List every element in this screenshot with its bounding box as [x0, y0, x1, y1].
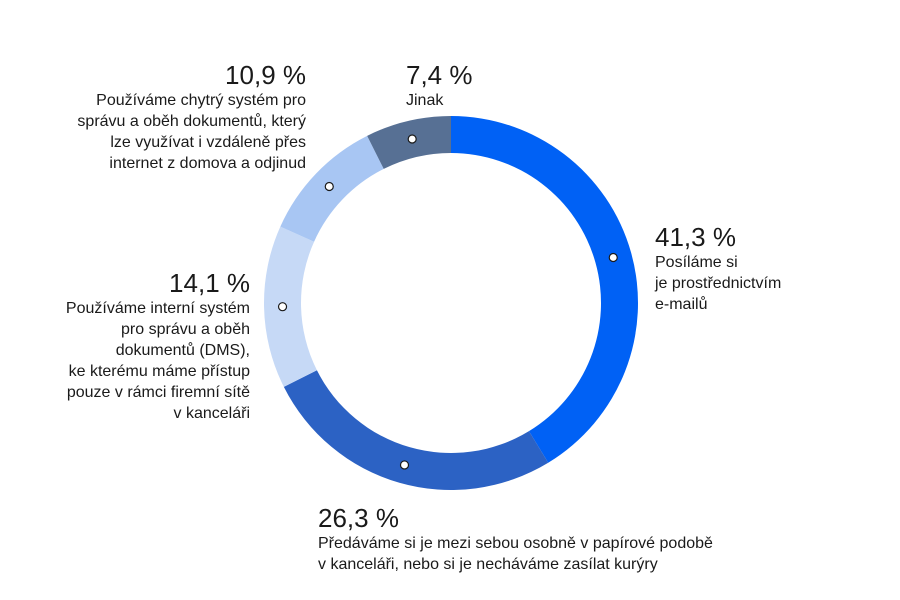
label-paper-value: 26,3 % — [318, 503, 399, 533]
label-smart: 10,9 % Používáme chytrý systém pro správ… — [20, 60, 306, 174]
label-email: 41,3 % Posíláme si je prostřednictvím e-… — [655, 222, 855, 315]
marker-paper — [399, 460, 410, 470]
label-dms-line-5: pouze v rámci firemní sítě — [66, 384, 250, 401]
marker-dms — [277, 302, 288, 312]
label-paper-line-1: Předáváme si je mezi sebou osobně v papí… — [318, 535, 713, 552]
label-dms-line-2: pro správu a oběh — [121, 321, 250, 338]
label-smart-line-1: Používáme chytrý systém pro — [96, 92, 306, 109]
label-other-value: 7,4 % — [406, 60, 473, 90]
marker-email — [608, 252, 618, 263]
label-paper: 26,3 % Předáváme si je mezi sebou osobně… — [318, 503, 798, 575]
slice-markers — [277, 134, 618, 470]
label-dms-line-6: v kanceláři — [173, 405, 250, 422]
label-dms: 14,1 % Používáme interní systém pro sprá… — [20, 268, 250, 424]
label-email-line-3: e-mailů — [655, 296, 708, 313]
label-smart-line-4: internet z domova a odjinud — [109, 155, 306, 172]
label-dms-value: 14,1 % — [169, 268, 250, 298]
label-dms-line-4: ke kterému máme přístup — [68, 363, 250, 380]
label-other: 7,4 % Jinak — [406, 60, 526, 111]
label-email-line-1: Posíláme si — [655, 254, 738, 271]
label-email-line-2: je prostřednictvím — [655, 275, 782, 292]
label-smart-line-3: lze využívat i vzdáleně přes — [110, 134, 306, 151]
marker-other — [407, 134, 417, 144]
label-smart-line-2: správu a oběh dokumentů, který — [77, 113, 306, 130]
donut-slices — [264, 116, 639, 491]
slice-email — [451, 116, 639, 463]
label-other-line-1: Jinak — [406, 92, 444, 109]
slice-other — [367, 116, 451, 169]
label-dms-line-3: dokumentů (DMS), — [115, 342, 250, 359]
slice-dms — [264, 226, 317, 387]
label-paper-line-2: v kanceláři, nebo si je necháváme zasíla… — [318, 556, 658, 573]
marker-smart — [324, 181, 334, 192]
label-smart-value: 10,9 % — [225, 60, 306, 90]
slice-paper — [283, 370, 549, 491]
label-email-value: 41,3 % — [655, 222, 736, 252]
label-dms-line-1: Používáme interní systém — [65, 300, 250, 317]
